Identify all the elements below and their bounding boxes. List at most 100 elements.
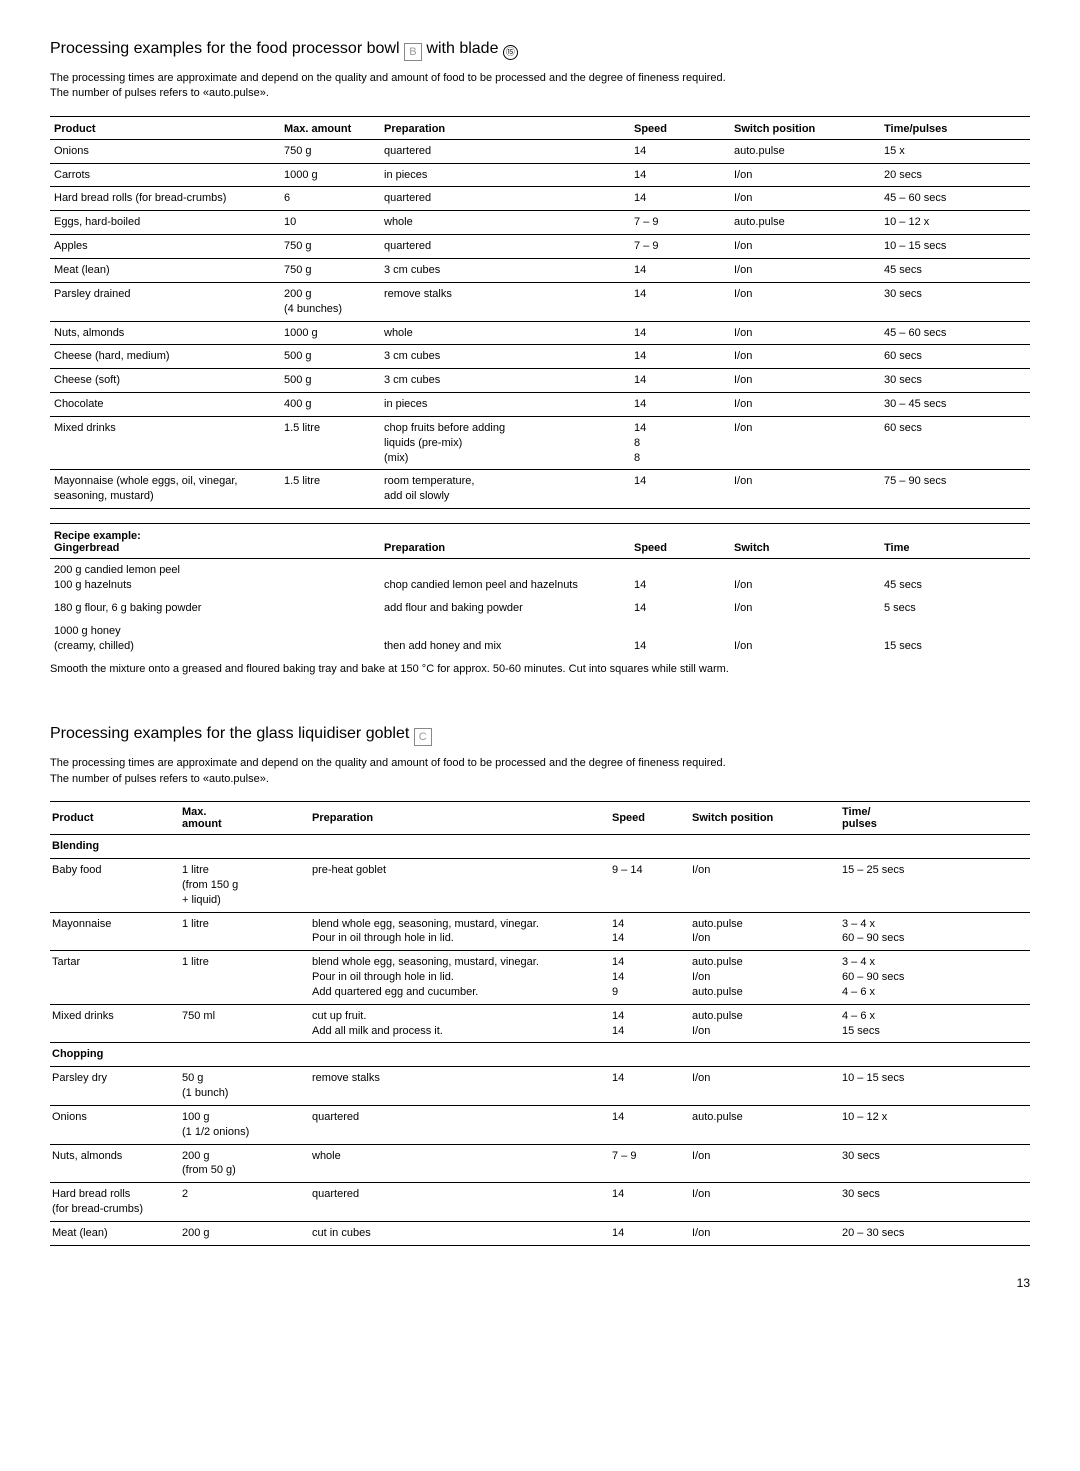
table-row: Hard bread rolls(for bread-crumbs)2quart… — [50, 1183, 1030, 1222]
cell-product: Eggs, hard-boiled — [50, 211, 280, 235]
section2-table: Product Max. amount Preparation Speed Sw… — [50, 801, 1030, 1246]
cell-prep: quartered — [380, 187, 630, 211]
table-row: Meat (lean)200 gcut in cubes14I/on20 – 3… — [50, 1222, 1030, 1246]
cell-speed: 14 — [630, 620, 730, 658]
cell-switch: auto.pulse — [730, 139, 880, 163]
cell-max: 750 ml — [180, 1004, 310, 1043]
cell-time: 20 secs — [880, 163, 1030, 187]
cell-product: Onions — [50, 139, 280, 163]
cell-switch: I/on — [730, 597, 880, 620]
col-prep: Preparation — [310, 802, 610, 835]
recipe-table: Recipe example: Gingerbread Preparation … — [50, 523, 1030, 657]
col-speed: Speed — [610, 802, 690, 835]
cell-time: 75 – 90 secs — [880, 470, 1030, 509]
subhead-label: Blending — [50, 835, 1030, 859]
col-prep: Preparation — [380, 116, 630, 139]
cell-time: 4 – 6 x15 secs — [840, 1004, 1030, 1043]
cell-max: 750 g — [280, 235, 380, 259]
cell-switch: I/on — [730, 559, 880, 597]
cell-max: 100 g(1 1/2 onions) — [180, 1105, 310, 1144]
col-product: Product — [50, 802, 180, 835]
cell-max: 200 g(4 bunches) — [280, 282, 380, 321]
table-row: 200 g candied lemon peel100 g hazelnutsc… — [50, 559, 1030, 597]
cell-product: Nuts, almonds — [50, 1144, 180, 1183]
cell-switch: auto.pulseI/on — [690, 912, 840, 951]
cell-speed: 14 — [630, 470, 730, 509]
cell-time: 10 – 15 secs — [880, 235, 1030, 259]
table-row: Meat (lean)750 g3 cm cubes14I/on45 secs — [50, 259, 1030, 283]
cell-switch: I/on — [690, 1067, 840, 1106]
cell-max: 1.5 litre — [280, 470, 380, 509]
col-prep: Preparation — [380, 524, 630, 559]
cell-switch: auto.pulse — [730, 211, 880, 235]
cell-speed: 14 — [610, 1222, 690, 1246]
cell-switch: I/on — [730, 470, 880, 509]
cell-max: 2 — [180, 1183, 310, 1222]
section1-title: Processing examples for the food process… — [50, 40, 1030, 61]
cell-time: 10 – 15 secs — [840, 1067, 1030, 1106]
cell-speed: 1414 — [610, 1004, 690, 1043]
cell-time: 30 secs — [880, 282, 1030, 321]
cell-speed: 14 — [610, 1105, 690, 1144]
cell-product: Cheese (hard, medium) — [50, 345, 280, 369]
cell-switch: I/on — [730, 321, 880, 345]
cell-prep: blend whole egg, seasoning, mustard, vin… — [310, 951, 610, 1005]
subhead-row: Blending — [50, 835, 1030, 859]
col-time: Time/ pulses — [840, 802, 1030, 835]
cell-time: 5 secs — [880, 597, 1030, 620]
table-row: Cheese (hard, medium)500 g3 cm cubes14I/… — [50, 345, 1030, 369]
cell-max: 6 — [280, 187, 380, 211]
cell-product: Carrots — [50, 163, 280, 187]
cell-switch: I/on — [730, 393, 880, 417]
cell-product: Hard bread rolls(for bread-crumbs) — [50, 1183, 180, 1222]
col-max: Max. amount — [180, 802, 310, 835]
cell-product: Meat (lean) — [50, 1222, 180, 1246]
cell-prep: remove stalks — [380, 282, 630, 321]
cell-product: Hard bread rolls (for bread-crumbs) — [50, 187, 280, 211]
cell-switch: I/on — [730, 416, 880, 470]
cell-time: 45 secs — [880, 559, 1030, 597]
cell-time: 30 secs — [840, 1183, 1030, 1222]
cell-product: Parsley dry — [50, 1067, 180, 1106]
table-row: Parsley drained200 g(4 bunches)remove st… — [50, 282, 1030, 321]
table-row: Onions750 gquartered14auto.pulse15 x — [50, 139, 1030, 163]
cell-prep: whole — [380, 211, 630, 235]
cell-speed: 1488 — [630, 416, 730, 470]
cell-speed: 7 – 9 — [610, 1144, 690, 1183]
cell-prep: 3 cm cubes — [380, 369, 630, 393]
table-row: Nuts, almonds1000 gwhole14I/on45 – 60 se… — [50, 321, 1030, 345]
col-time: Time — [880, 524, 1030, 559]
table-row: Apples750 gquartered7 – 9I/on10 – 15 sec… — [50, 235, 1030, 259]
cell-speed: 14 — [610, 1067, 690, 1106]
cell-switch: auto.pulseI/on — [690, 1004, 840, 1043]
section1-intro: The processing times are approximate and… — [50, 71, 1030, 102]
cell-time: 15 secs — [880, 620, 1030, 658]
cell-speed: 7 – 9 — [630, 211, 730, 235]
cell-speed: 9 – 14 — [610, 858, 690, 912]
col-max: Max. amount — [280, 116, 380, 139]
cell-switch: auto.pulseI/onauto.pulse — [690, 951, 840, 1005]
cell-time: 30 secs — [840, 1144, 1030, 1183]
table-row: Mixed drinks750 mlcut up fruit.Add all m… — [50, 1004, 1030, 1043]
cell-prep: quartered — [380, 139, 630, 163]
cell-prep: 3 cm cubes — [380, 345, 630, 369]
cell-max: 1000 g — [280, 163, 380, 187]
table-row: Chocolate400 gin pieces14I/on30 – 45 sec… — [50, 393, 1030, 417]
cell-product: Baby food — [50, 858, 180, 912]
cell-prep: pre-heat goblet — [310, 858, 610, 912]
cell-product: Chocolate — [50, 393, 280, 417]
cell-prep: blend whole egg, seasoning, mustard, vin… — [310, 912, 610, 951]
cell-time: 45 – 60 secs — [880, 321, 1030, 345]
cell-product: Mayonnaise — [50, 912, 180, 951]
table-row: Nuts, almonds200 g(from 50 g)whole7 – 9I… — [50, 1144, 1030, 1183]
cell-prep: cut in cubes — [310, 1222, 610, 1246]
cell-product: Nuts, almonds — [50, 321, 280, 345]
cell-speed: 14 — [630, 345, 730, 369]
cell-time: 60 secs — [880, 345, 1030, 369]
table-row: Tartar1 litreblend whole egg, seasoning,… — [50, 951, 1030, 1005]
cell-product: Mixed drinks — [50, 416, 280, 470]
cell-time: 3 – 4 x60 – 90 secs — [840, 912, 1030, 951]
cell-prep: quartered — [310, 1183, 610, 1222]
col-switch: Switch position — [690, 802, 840, 835]
cell-prep: remove stalks — [310, 1067, 610, 1106]
